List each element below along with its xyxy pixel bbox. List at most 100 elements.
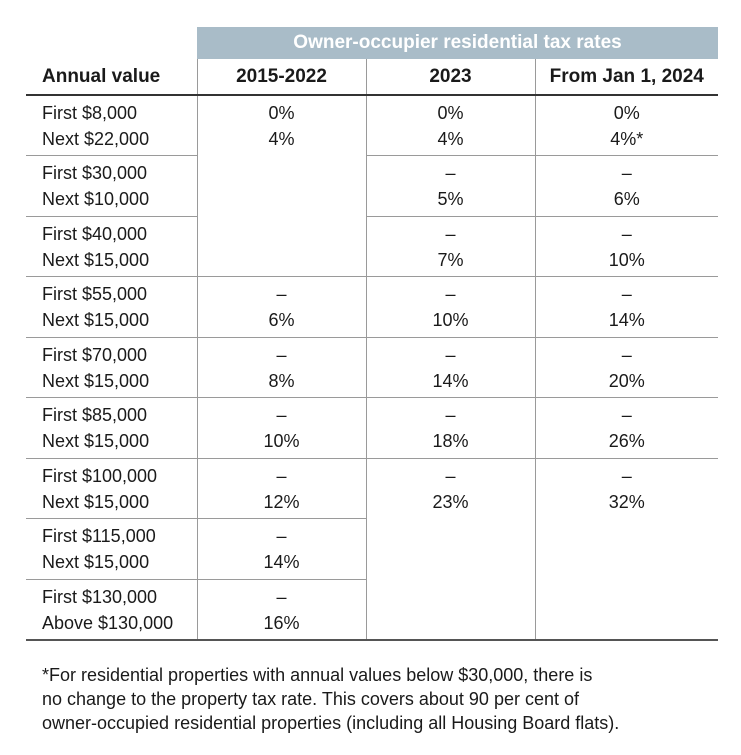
table-row: First $70,000 Next $15,000 – 8% – 14% – 20% xyxy=(26,337,718,398)
footnote-line: no change to the property tax rate. This… xyxy=(42,689,579,709)
rate-2023-cell: 0% 4% xyxy=(365,95,535,156)
annual-value-line: Next $15,000 xyxy=(42,310,150,330)
rate-value: – xyxy=(276,465,287,486)
annual-value-line: Next $15,000 xyxy=(42,370,150,391)
rate-value: – xyxy=(621,223,632,244)
annual-value-cell: First $85,000 Next $15,000 xyxy=(26,397,197,459)
rate-value: – xyxy=(276,284,287,304)
table-body: First $8,000 Next $22,000 0% 4% 0% 4% 0% 4%* Fir… xyxy=(26,95,719,641)
annual-value-line: First $70,000 xyxy=(42,344,148,365)
rate-value: – xyxy=(445,465,456,486)
rate-2024-cell xyxy=(534,579,719,641)
footnote-line: *For residential properties with annual … xyxy=(42,665,593,685)
rate-2015-2022-cell: – 10% xyxy=(196,397,366,459)
rate-value: 10% xyxy=(608,249,645,270)
rate-2015-2022-cell: – 14% xyxy=(196,518,366,580)
rate-value: – xyxy=(621,405,632,425)
table-row: First $100,000 Next $15,000 – 12% – 23% – 32% xyxy=(26,458,718,519)
rate-value xyxy=(367,549,535,575)
rate-2015-2022-cell xyxy=(196,216,366,277)
rate-value xyxy=(198,160,366,186)
table-row: First $8,000 Next $22,000 0% 4% 0% 4% 0% 4%* xyxy=(26,95,718,156)
annual-value-cell: First $8,000 Next $22,000 xyxy=(26,95,197,156)
footnote: *For residential properties with annual … xyxy=(42,663,732,735)
rate-value xyxy=(536,609,719,635)
annual-value-line: Next $10,000 xyxy=(42,189,150,209)
rate-value: – xyxy=(445,344,456,365)
annual-value-line: First $130,000 xyxy=(42,586,158,607)
rate-value: – xyxy=(445,223,456,244)
rate-2023-cell xyxy=(365,579,535,641)
header-row: Annual value 2015-2022 2023 From Jan 1, … xyxy=(26,59,718,96)
rate-value xyxy=(536,523,719,549)
rate-value: – xyxy=(276,526,287,546)
annual-value-line: First $30,000 xyxy=(42,163,148,183)
rate-2023-cell xyxy=(365,518,535,579)
rate-2024-cell: – 20% xyxy=(534,337,718,398)
rate-value: 26% xyxy=(608,431,645,451)
annual-value-cell: First $40,000 Next $15,000 xyxy=(26,216,197,277)
rate-value: – xyxy=(276,586,287,607)
rate-value: 18% xyxy=(432,431,469,451)
rate-value: – xyxy=(621,163,632,183)
annual-value-cell: First $55,000 Next $15,000 xyxy=(26,276,197,338)
table-row: First $130,000 Above $130,000 – 16% xyxy=(26,579,719,641)
annual-value-cell: First $70,000 Next $15,000 xyxy=(26,337,197,398)
rate-value: 0% xyxy=(613,103,640,123)
rate-value: – xyxy=(621,284,632,304)
annual-value-line: First $100,000 xyxy=(42,465,158,486)
rate-value: 10% xyxy=(263,431,300,451)
rate-value: 14% xyxy=(608,310,645,330)
rate-value: – xyxy=(445,163,456,183)
rate-2024-cell: – 32% xyxy=(534,458,718,519)
table-row: First $55,000 Next $15,000 – 6% – 10% – 14% xyxy=(26,276,718,338)
table-row: First $85,000 Next $15,000 – 10% – 18% – 26% xyxy=(26,397,718,459)
rate-value: 10% xyxy=(432,310,469,330)
rate-2023-cell: – 14% xyxy=(365,337,535,398)
rate-2015-2022-cell: – 12% xyxy=(196,458,366,519)
rate-value: – xyxy=(621,465,632,486)
rate-value: 4% xyxy=(268,129,295,149)
rate-2023-cell: – 10% xyxy=(365,276,535,338)
rate-value: 0% xyxy=(268,103,295,123)
rate-value xyxy=(536,583,719,609)
rate-value xyxy=(367,609,535,635)
rate-2015-2022-cell: – 6% xyxy=(196,276,366,338)
annual-value-cell: First $115,000 Next $15,000 xyxy=(26,518,197,580)
rate-2015-2022-cell: – 8% xyxy=(196,337,366,398)
rate-value xyxy=(198,246,366,272)
rate-value: – xyxy=(276,405,287,425)
column-header-2023: 2023 xyxy=(365,59,535,96)
annual-value-line: Next $15,000 xyxy=(42,249,150,270)
rate-value: – xyxy=(445,284,456,304)
rate-value: 6% xyxy=(613,189,640,209)
rate-2023-cell: – 7% xyxy=(365,216,535,277)
rate-2015-2022-cell: – 16% xyxy=(196,579,366,641)
rate-2024-cell: – 14% xyxy=(534,276,718,338)
annual-value-cell: First $130,000 Above $130,000 xyxy=(26,579,197,641)
rate-2023-cell: – 5% xyxy=(365,155,535,217)
rate-value: – xyxy=(276,344,287,365)
rate-2024-cell: – 10% xyxy=(534,216,718,277)
rate-value xyxy=(367,523,535,549)
annual-value-line: First $40,000 xyxy=(42,223,148,244)
rate-2015-2022-cell: 0% 4% xyxy=(196,95,366,156)
table-row: First $40,000 Next $15,000 – 7% – 10% xyxy=(26,216,718,277)
footnote-line: owner-occupied residential properties (i… xyxy=(42,713,620,733)
rate-value: 7% xyxy=(437,249,464,270)
annual-value-line: First $55,000 xyxy=(42,284,148,304)
column-header-2015-2022: 2015-2022 xyxy=(196,59,366,96)
rate-value: – xyxy=(445,405,456,425)
rate-value: 6% xyxy=(268,310,295,330)
rate-value: 32% xyxy=(608,491,645,512)
rate-value: – xyxy=(621,344,632,365)
annual-value-line: First $115,000 xyxy=(42,526,156,546)
annual-value-cell: First $100,000 Next $15,000 xyxy=(26,458,197,519)
rate-value: 4% xyxy=(437,129,464,149)
tax-rates-table: Annual value 2015-2022 2023 From Jan 1, … xyxy=(26,59,718,641)
rate-value xyxy=(536,549,719,575)
rate-2024-cell: – 6% xyxy=(534,155,718,217)
group-header: Owner-occupier residential tax rates xyxy=(197,27,718,59)
annual-value-line: Next $15,000 xyxy=(42,552,150,572)
